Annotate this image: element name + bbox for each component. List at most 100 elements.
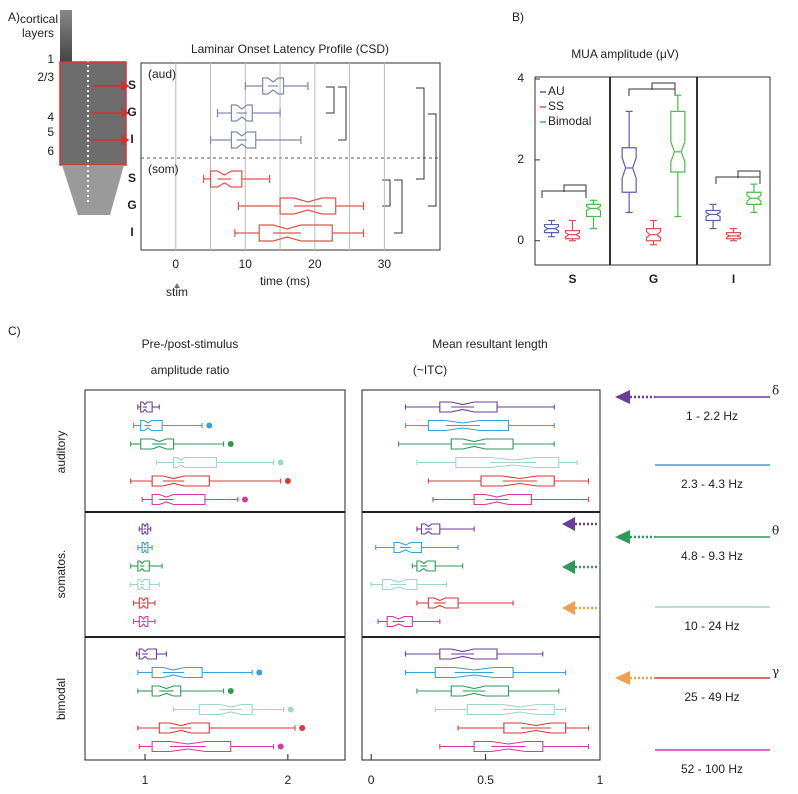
panel-label: A) — [8, 10, 20, 24]
plot-frame-b — [534, 76, 771, 266]
box — [434, 666, 514, 679]
x-tick-label: 1 — [142, 773, 149, 787]
box — [140, 438, 175, 450]
legend-label: 52 - 100 Hz — [681, 762, 743, 776]
group-label: (aud) — [148, 67, 176, 81]
box — [138, 597, 149, 609]
legend-label: SS — [548, 99, 564, 113]
layer-label: 4 — [47, 110, 54, 124]
box — [473, 493, 532, 506]
panel-label: C) — [8, 324, 21, 338]
layer-label: 1 — [47, 52, 54, 66]
chart-title: (~ITC) — [413, 363, 447, 377]
legend-label: AU — [548, 84, 565, 98]
layer-caption: cortical — [20, 12, 58, 26]
x-tick-label: 30 — [378, 257, 392, 271]
box — [137, 560, 150, 572]
box — [455, 456, 560, 469]
facet-label: S — [568, 272, 576, 286]
row-label: bimodal — [54, 678, 68, 720]
layer-label: 2/3 — [37, 70, 54, 84]
box — [416, 560, 436, 572]
plot-frame-c1 — [84, 389, 346, 761]
box — [138, 615, 149, 628]
box — [564, 230, 581, 240]
box — [427, 597, 459, 609]
stim-arrow — [174, 283, 180, 288]
box — [151, 740, 232, 753]
x-tick-label: 2 — [285, 773, 292, 787]
box — [279, 197, 337, 215]
y-tick-label: S — [128, 171, 136, 185]
chart-title: amplitude ratio — [151, 363, 230, 377]
box — [621, 147, 637, 193]
band-symbol: θ — [772, 524, 779, 538]
panel-label: B) — [512, 10, 524, 24]
y-tick-label: 0 — [517, 233, 524, 247]
outlier — [227, 441, 234, 447]
row-label: somatos. — [54, 550, 68, 599]
legend-label: 1 - 2.2 Hz — [686, 409, 738, 423]
box — [466, 703, 555, 716]
group-dividers — [85, 511, 600, 638]
phase-arrows — [562, 390, 655, 685]
x-tick-label: 0 — [368, 773, 375, 787]
box — [230, 104, 253, 122]
box — [670, 110, 686, 173]
box — [585, 203, 602, 218]
legend-label: 25 - 49 Hz — [684, 690, 739, 704]
outlier — [242, 496, 248, 503]
row-label: auditory — [54, 431, 68, 474]
y-tick-label: G — [127, 105, 136, 119]
box — [137, 578, 150, 591]
outlier — [206, 422, 213, 429]
outlier — [277, 743, 284, 750]
layer-label: 6 — [47, 144, 54, 158]
box — [158, 722, 210, 734]
x-tick-label: 0 — [172, 257, 179, 271]
outlier — [227, 688, 234, 694]
layer-arrows — [92, 80, 130, 146]
box — [138, 648, 157, 660]
box — [645, 228, 662, 242]
box — [173, 456, 217, 469]
y-tick-label: 2 — [517, 152, 524, 166]
box — [258, 224, 333, 242]
chart-title: Mean resultant length — [432, 337, 547, 351]
box — [746, 191, 762, 205]
box — [382, 578, 418, 591]
box — [480, 475, 555, 487]
probe-shaft — [60, 10, 72, 62]
outlier — [256, 669, 263, 676]
facet-label: G — [649, 272, 658, 286]
facet-label: I — [732, 272, 735, 286]
plot-frame-c2 — [361, 389, 601, 761]
y-tick-label: I — [130, 132, 133, 146]
box — [151, 475, 210, 487]
box — [439, 401, 498, 413]
chart-title: Pre-/post-stimulus — [142, 337, 239, 351]
annotation: stim — [166, 285, 188, 299]
outlier — [299, 725, 306, 731]
box — [393, 541, 423, 554]
box — [230, 131, 257, 149]
box — [141, 541, 149, 554]
plot-frame-a — [140, 62, 441, 251]
box — [141, 523, 149, 535]
box — [209, 170, 243, 188]
y-tick-label: G — [127, 198, 136, 212]
significance-brackets — [326, 86, 437, 234]
box — [473, 740, 544, 753]
y-tick-label: 4 — [517, 71, 524, 85]
box — [725, 232, 742, 240]
y-tick-label: S — [128, 78, 136, 92]
box — [151, 666, 203, 679]
legend-label: 2.3 - 4.3 Hz — [681, 477, 743, 491]
chart-title: MUA amplitude (μV) — [571, 47, 679, 61]
box — [427, 419, 510, 432]
box — [420, 523, 441, 535]
outlier — [284, 478, 291, 484]
box — [503, 722, 567, 734]
legend-label: 4.8 - 9.3 Hz — [681, 549, 743, 563]
